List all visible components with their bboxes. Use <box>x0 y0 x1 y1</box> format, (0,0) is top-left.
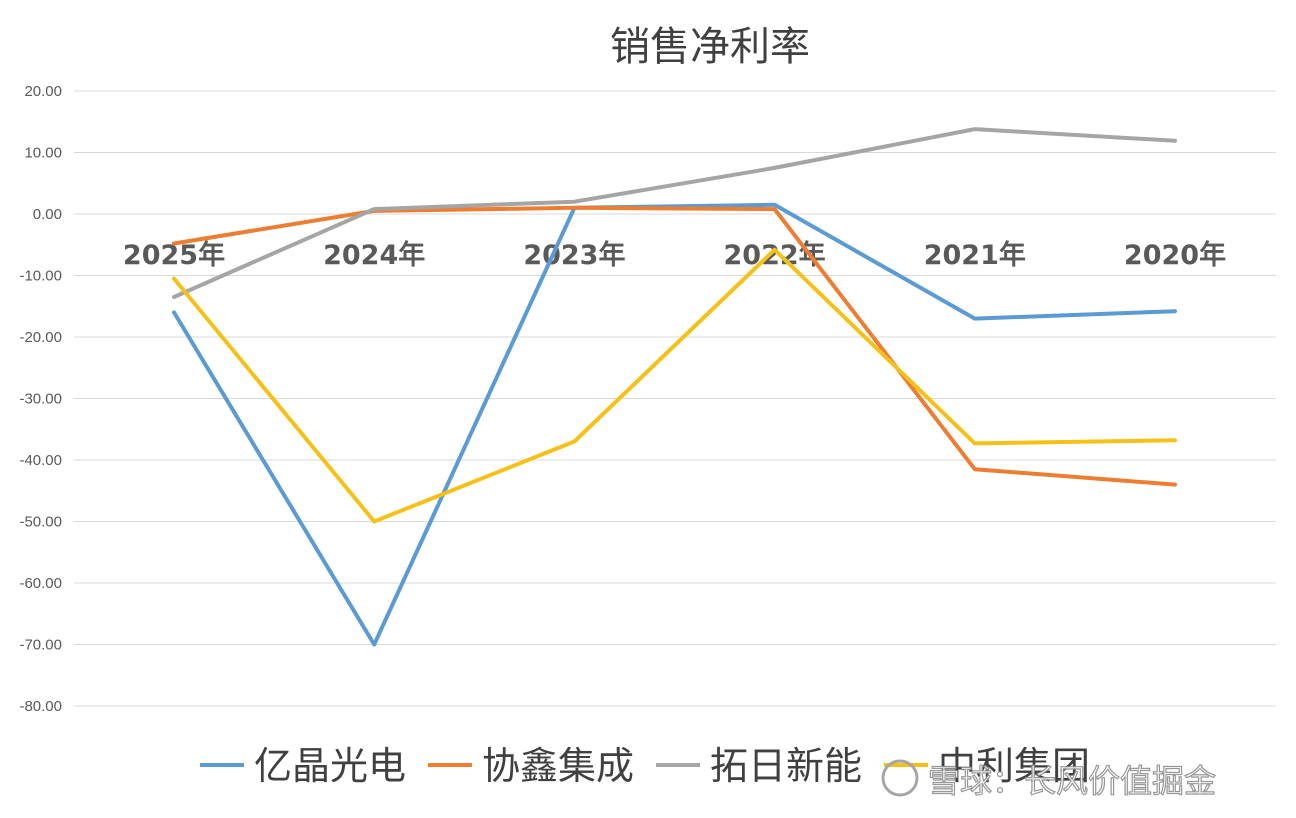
y-tick-label: 10.00 <box>24 145 62 162</box>
chart-title: 销售净利率 <box>610 24 810 70</box>
legend-label-1: 协鑫集成 <box>482 744 634 788</box>
series-line-2 <box>172 127 1177 299</box>
x-axis-tick-labels: 2025年 2024年 2023年 2022年 2021年 2020年 <box>123 239 1226 271</box>
x-tick-label: 2023年 <box>523 239 625 271</box>
x-tick-label: 2021年 <box>924 239 1026 271</box>
y-tick-label: -20.00 <box>19 329 62 346</box>
series-lines <box>172 127 1177 647</box>
y-tick-label: -80.00 <box>19 698 62 715</box>
watermark: 雪球：长风价值掘金 <box>881 759 1217 801</box>
watermark-text: 雪球：长风价值掘金 <box>928 762 1216 800</box>
y-tick-label: -60.00 <box>19 575 62 592</box>
y-tick-label: 0.00 <box>33 206 62 223</box>
y-tick-label: -10.00 <box>19 268 62 285</box>
watermark-logo-icon <box>881 759 919 797</box>
y-tick-label: 20.00 <box>24 83 62 100</box>
y-tick-label: -40.00 <box>19 452 62 469</box>
legend-label-3: 中利集团 <box>938 744 1090 788</box>
y-tick-label: -70.00 <box>19 637 62 654</box>
series-line-3 <box>172 247 1177 524</box>
series-line-1 <box>172 205 1177 487</box>
legend: 亿晶光电 协鑫集成 拓日新能 中利集团 <box>200 744 1090 788</box>
y-tick-label: -30.00 <box>19 391 62 408</box>
x-tick-label: 2024年 <box>323 239 425 271</box>
legend-label-0: 亿晶光电 <box>254 744 406 788</box>
legend-label-2: 拓日新能 <box>710 744 862 788</box>
y-axis-tick-labels: 20.00 10.00 0.00 -10.00 -20.00 -30.00 -40.00 -5… <box>19 83 62 715</box>
y-tick-label: -50.00 <box>19 514 62 531</box>
x-tick-label: 2020年 <box>1124 239 1226 271</box>
series-line-0 <box>172 202 1177 647</box>
